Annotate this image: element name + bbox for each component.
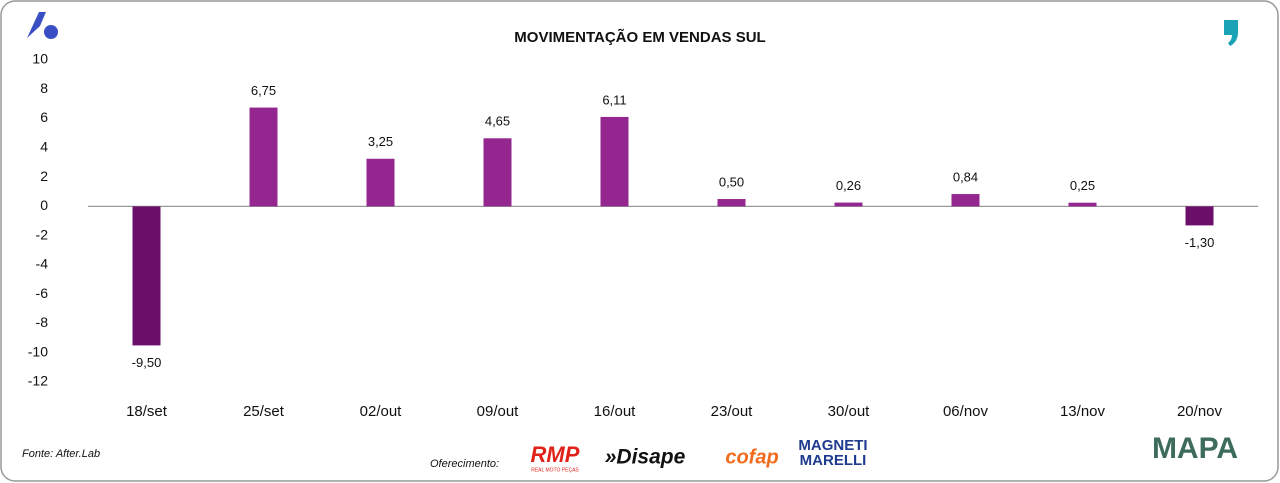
value-label: -9,50 [132,355,162,370]
y-tick-label: -10 [28,343,48,359]
y-tick-label: -6 [36,285,49,301]
logo-right [1224,20,1238,46]
y-tick-label: 8 [40,80,48,96]
x-tick-label: 25/set [243,403,285,420]
y-tick-label: -4 [36,256,49,272]
y-tick-label: 6 [40,109,48,125]
bar [951,194,980,207]
value-label: -1,30 [1185,235,1215,250]
value-label: 6,11 [602,92,626,107]
x-tick-label: 16/out [594,403,637,420]
x-tick-label: 06/nov [943,403,989,420]
bar [132,206,161,346]
y-tick-label: -12 [28,373,48,389]
sponsor-logo: MAPA [1152,432,1238,465]
value-label: 3,25 [368,134,393,149]
chart-title: MOVIMENTAÇÃO EM VENDAS SUL [514,28,765,46]
sponsor-logo: MAGNETI [798,437,867,454]
value-label: 6,75 [251,83,276,98]
y-tick-label: 4 [40,139,48,155]
bar [249,107,278,207]
bar [834,202,863,207]
source: Fonte: After.Lab [22,448,100,460]
sponsor-logo: RMP [531,442,580,467]
value-label: 0,26 [836,178,861,193]
y-tick-label: -8 [36,314,49,330]
bar [1068,202,1097,207]
bar [366,158,395,207]
sponsor-logo: »Disape [605,446,686,469]
value-label: 0,25 [1070,178,1095,193]
x-tick-label: 18/set [126,403,168,420]
sponsor-logo: REAL MOTO PEÇAS [531,467,579,473]
bar [483,138,512,207]
x-tick-label: 30/out [828,403,871,420]
bar [717,199,746,207]
logo-left [27,12,58,39]
bar [600,116,629,207]
y-tick-label: -2 [36,226,49,242]
bar [1185,206,1214,226]
x-tick-label: 09/out [477,403,520,420]
sponsor-logo: cofap [725,446,778,468]
value-label: 0,50 [719,174,744,189]
value-label: 4,65 [485,114,510,129]
y-tick-label: 10 [32,51,48,67]
y-tick-label: 2 [40,168,48,184]
sponsor-logo: MARELLI [800,452,867,469]
y-tick-label: 0 [40,197,48,213]
value-label: 0,84 [953,170,978,185]
sponsor-label: Oferecimento: [430,458,499,470]
x-tick-label: 02/out [360,403,403,420]
x-tick-label: 13/nov [1060,403,1106,420]
x-tick-label: 23/out [711,403,754,420]
x-tick-label: 20/nov [1177,403,1223,420]
